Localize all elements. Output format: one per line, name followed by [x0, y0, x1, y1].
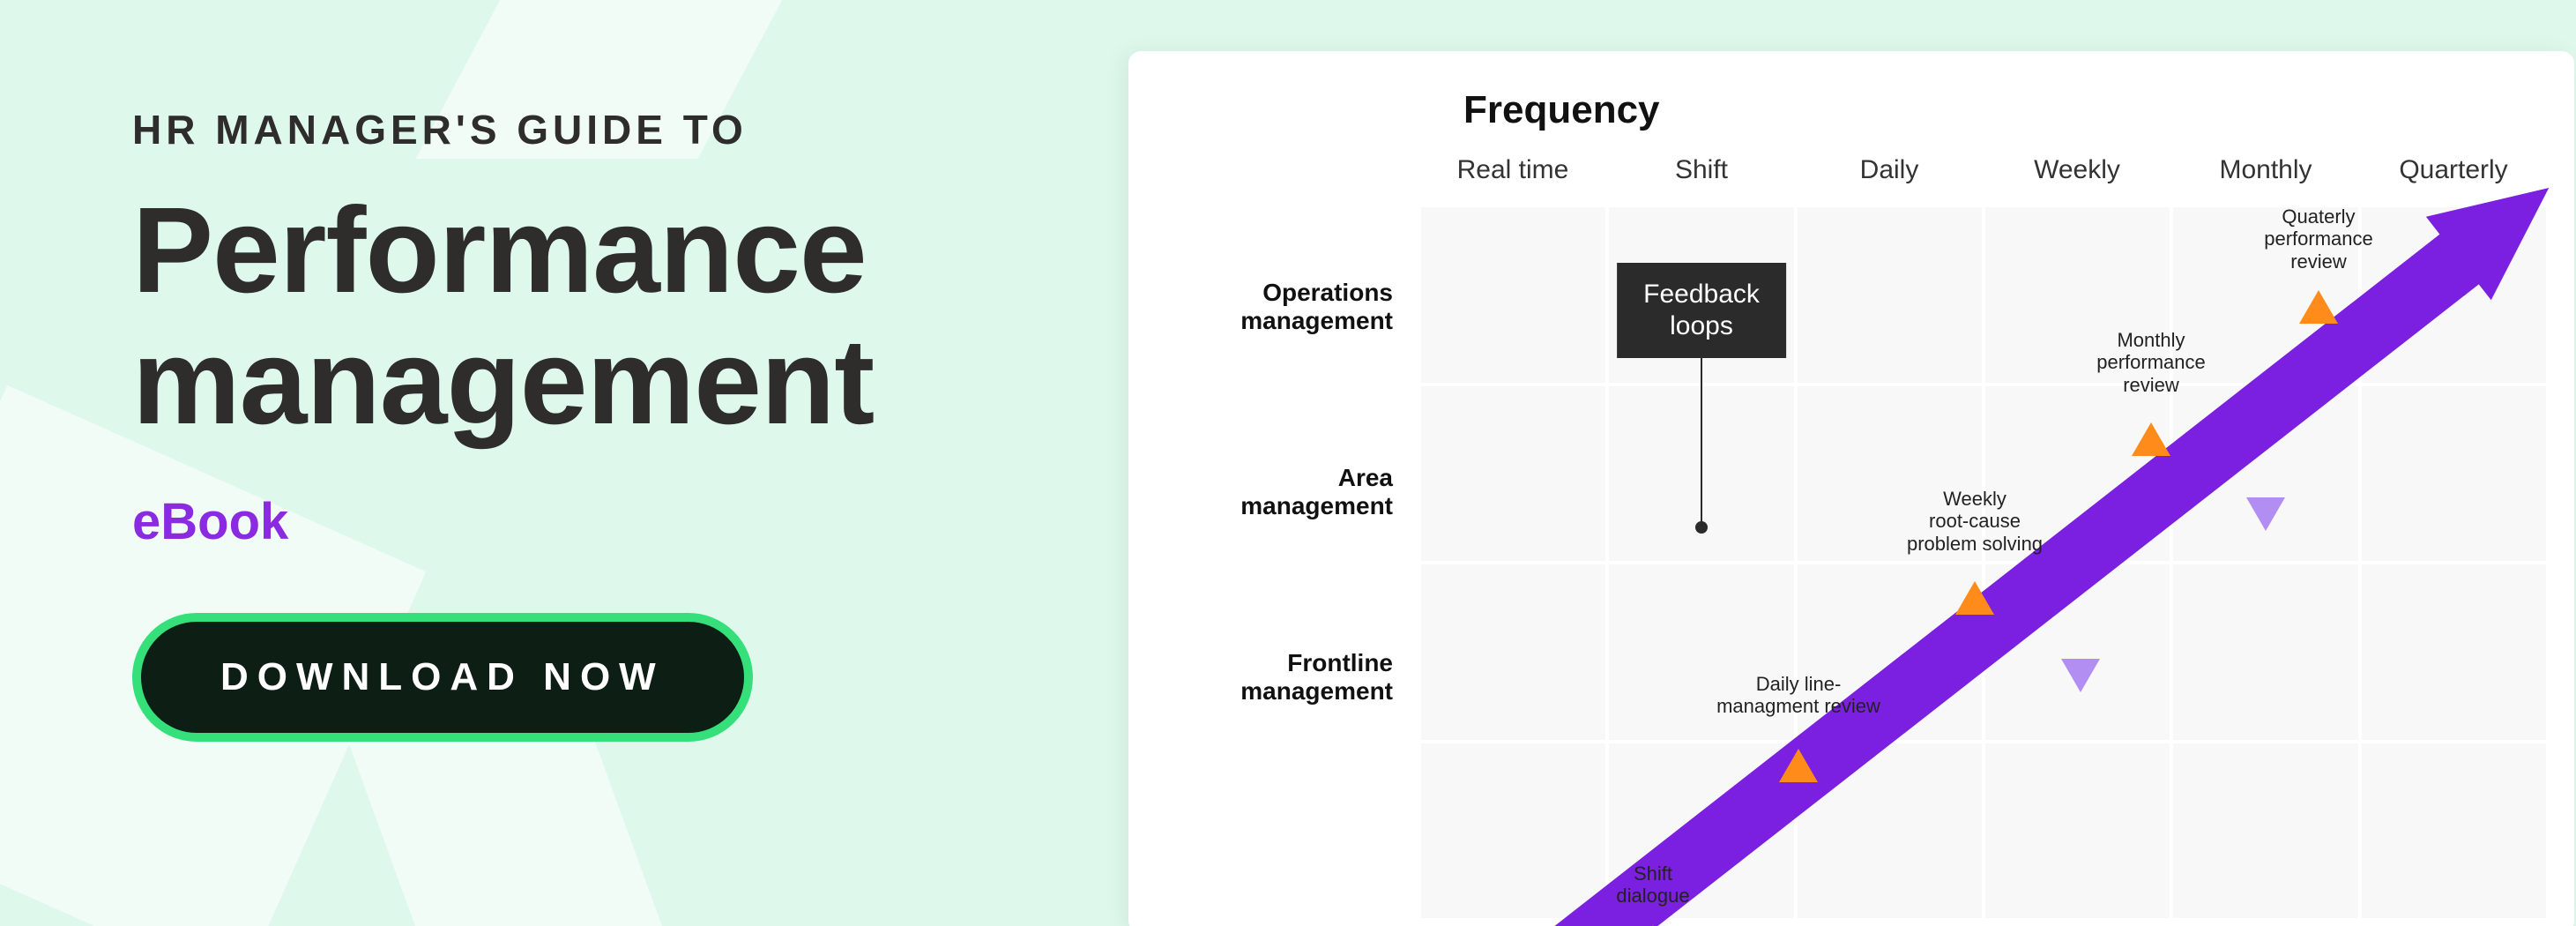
kicker-text: HR MANAGER'S GUIDE TO	[132, 106, 1120, 153]
grid-cell	[1984, 742, 2171, 921]
grid-cell	[2360, 385, 2548, 564]
item-label: Daily line-managment review	[1716, 673, 1880, 718]
grid-cell	[2171, 742, 2359, 921]
up-triangle-icon	[1779, 749, 1818, 782]
grid-cell	[1419, 205, 1607, 385]
grid-cell	[2360, 563, 2548, 742]
subhead: eBook	[132, 492, 1120, 551]
down-triangle-icon	[2246, 497, 2285, 531]
item-label: Weeklyroot-causeproblem solving	[1907, 488, 2043, 555]
item-label: Monthlyperformancereview	[2096, 329, 2206, 396]
column-label: Shift	[1675, 155, 1728, 185]
grid-cell	[1419, 563, 1607, 742]
column-label: Real time	[1457, 155, 1569, 185]
headline-line2: management	[132, 314, 874, 450]
grid-cell	[1419, 385, 1607, 564]
item-label: Shiftdialogue	[1616, 863, 1689, 907]
grid-cell	[2360, 742, 2548, 921]
callout-dot-icon	[1695, 521, 1708, 534]
promo-block: HR MANAGER'S GUIDE TO Performance manage…	[132, 106, 1120, 742]
row-label: Operationsmanagement	[1146, 279, 1393, 335]
callout-leader-line	[1701, 351, 1702, 527]
chart-panel: Frequency Real time Shift Daily Weekly Month…	[1128, 51, 2574, 926]
up-triangle-icon	[1955, 581, 1994, 615]
chart-title: Frequency	[1463, 88, 1660, 132]
grid-cell	[2171, 563, 2359, 742]
headline-line1: Performance	[132, 183, 867, 318]
column-label: Monthly	[2219, 155, 2312, 185]
grid-cell	[1796, 205, 1984, 385]
row-label: Areamanagement	[1146, 464, 1393, 520]
download-button[interactable]: DOWNLOAD NOW	[132, 613, 753, 742]
row-label: Frontlinemanagement	[1146, 649, 1393, 706]
down-triangle-icon	[2061, 659, 2100, 692]
column-label: Daily	[1860, 155, 1919, 185]
column-label: Weekly	[2034, 155, 2120, 185]
up-triangle-icon	[2299, 290, 2338, 324]
up-triangle-icon	[2132, 422, 2170, 456]
headline: Performance management	[132, 185, 1120, 448]
feedback-loops-callout: Feedbackloops	[1617, 263, 1786, 358]
item-label: Quaterlyperformancereview	[2264, 205, 2373, 273]
grid-cell	[1419, 742, 1607, 921]
